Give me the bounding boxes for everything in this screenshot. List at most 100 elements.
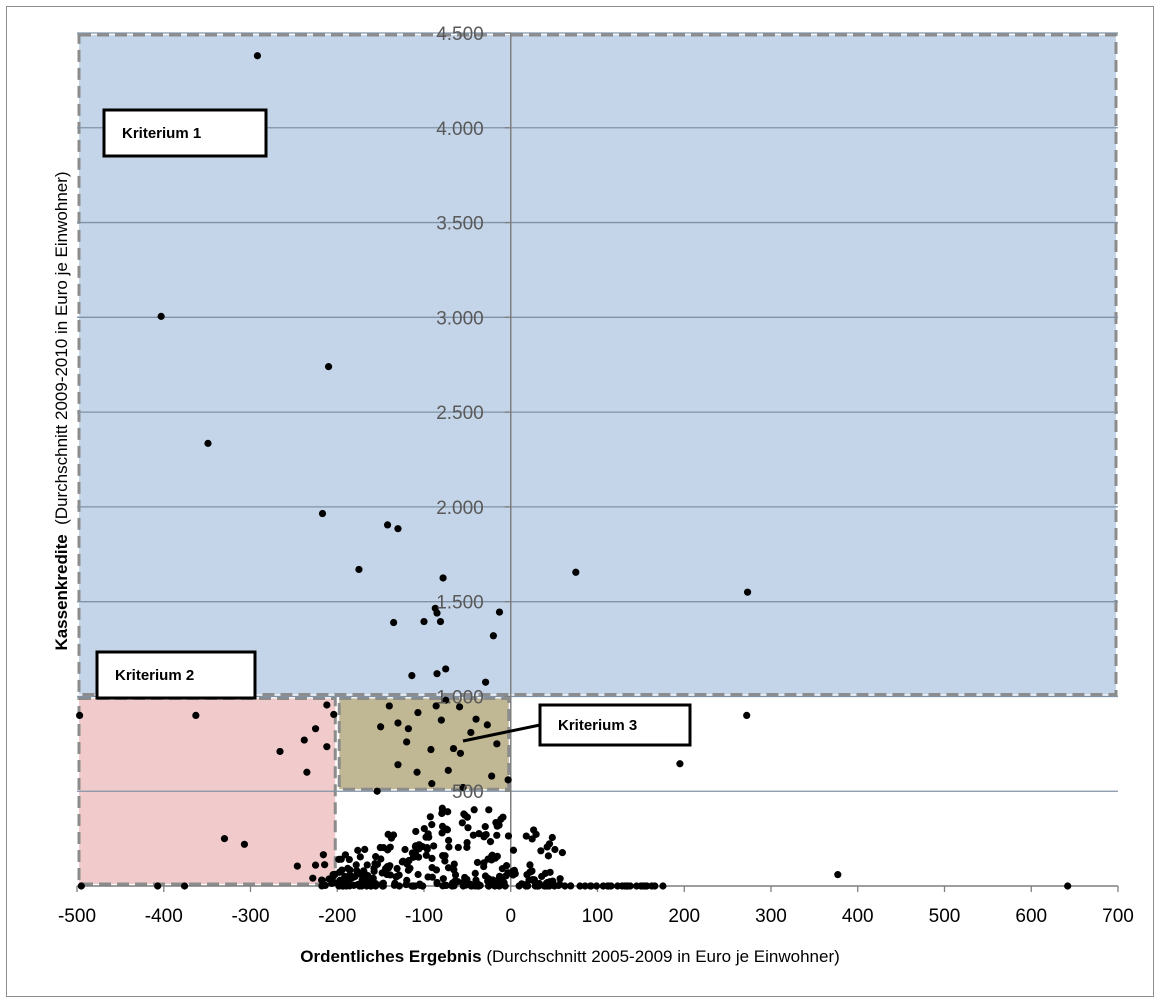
data-point	[449, 744, 458, 753]
data-point	[493, 740, 501, 748]
data-point	[743, 711, 751, 720]
kriterium-3-label-text: Kriterium 3	[558, 717, 637, 734]
data-point	[384, 830, 392, 839]
data-point	[395, 882, 403, 890]
data-point	[77, 882, 85, 890]
data-point	[412, 827, 420, 836]
data-point	[524, 882, 532, 890]
data-point	[481, 823, 489, 831]
data-point	[427, 745, 435, 754]
data-point	[394, 761, 402, 769]
data-point	[444, 864, 453, 872]
data-point	[335, 868, 344, 876]
kriterium-1-label-text: Kriterium 1	[122, 125, 201, 142]
data-point	[422, 851, 430, 859]
data-point	[403, 738, 411, 746]
data-point	[394, 525, 402, 533]
y-tick-label: 4.000	[436, 119, 484, 140]
data-point	[345, 855, 353, 864]
data-point	[411, 882, 419, 890]
kriterium-2-label-text: Kriterium 2	[115, 667, 194, 684]
data-point	[491, 854, 499, 862]
data-point	[420, 617, 428, 626]
data-point	[472, 876, 480, 884]
data-point	[538, 872, 546, 881]
data-point	[323, 743, 331, 751]
data-point	[545, 840, 554, 848]
data-point	[481, 872, 490, 880]
data-point	[463, 838, 471, 847]
data-point	[459, 882, 467, 890]
y-tick-label: 3.000	[436, 308, 484, 329]
data-point	[543, 882, 551, 890]
data-point	[399, 857, 407, 865]
data-point	[154, 882, 162, 890]
data-point	[361, 845, 369, 854]
data-point	[469, 831, 477, 839]
data-point	[157, 312, 165, 320]
data-point	[576, 882, 584, 890]
x-tick-label: 700	[1102, 906, 1134, 927]
data-point	[428, 821, 436, 829]
data-point	[473, 858, 482, 867]
data-point	[330, 710, 338, 719]
data-point	[504, 776, 512, 784]
data-point	[318, 876, 327, 885]
data-point	[537, 847, 545, 855]
x-tick-label: 300	[755, 906, 787, 927]
data-point	[390, 618, 398, 627]
data-point	[488, 772, 496, 780]
data-point	[377, 723, 385, 731]
data-point	[572, 568, 580, 576]
data-point	[356, 853, 364, 861]
data-point	[437, 716, 445, 724]
kriterium-2-label-box	[95, 650, 257, 700]
data-point	[344, 864, 352, 873]
data-point	[318, 509, 327, 518]
data-point	[445, 843, 453, 851]
data-point	[448, 882, 456, 890]
data-point	[632, 882, 641, 890]
data-point	[423, 845, 431, 853]
data-point	[495, 608, 504, 616]
data-point	[386, 871, 394, 879]
y-tick-label: 1.500	[436, 593, 484, 614]
data-point	[303, 768, 311, 776]
data-point	[456, 749, 465, 757]
x-tick-label: 200	[668, 906, 700, 927]
data-point	[414, 853, 423, 861]
data-point	[309, 874, 317, 882]
data-point	[439, 875, 447, 883]
data-point	[379, 843, 388, 852]
data-point	[432, 702, 440, 710]
data-point	[473, 882, 482, 890]
data-point	[428, 780, 436, 788]
data-point	[401, 845, 409, 854]
data-point	[504, 832, 513, 840]
data-point	[433, 878, 441, 887]
data-point	[676, 760, 684, 768]
data-point	[455, 703, 464, 711]
data-point	[526, 861, 534, 869]
data-point	[337, 855, 345, 863]
data-point	[489, 632, 497, 640]
data-point	[408, 849, 416, 857]
data-point	[426, 813, 434, 821]
data-point	[550, 882, 559, 890]
data-point	[373, 787, 381, 795]
data-point	[383, 521, 392, 529]
data-point	[743, 588, 752, 596]
data-point	[414, 870, 422, 879]
y-tick-labels: 500 1.000 1.500 2.000 2.500 3.000 3.500 4.000 4.…	[436, 24, 484, 803]
data-point	[530, 826, 538, 834]
kriterium-3-label-box	[538, 703, 692, 747]
data-point	[404, 725, 412, 733]
data-point	[311, 725, 320, 733]
data-point	[404, 866, 412, 874]
data-point	[551, 845, 559, 854]
data-point	[485, 806, 493, 814]
data-point	[626, 882, 634, 890]
data-point	[76, 711, 84, 720]
kriterium-1-label: Kriterium 1	[102, 108, 268, 158]
